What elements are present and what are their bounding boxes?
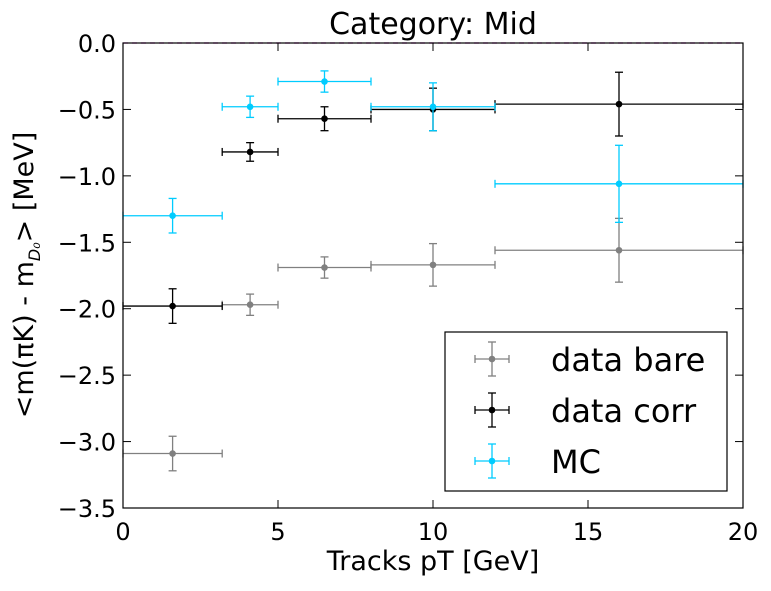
data-point <box>494 71 744 137</box>
point-marker <box>169 212 176 220</box>
x-tick-label: 10 <box>418 518 449 546</box>
point-marker <box>321 78 328 85</box>
data-point <box>494 144 744 224</box>
data-point <box>277 70 372 93</box>
data-point <box>221 141 279 162</box>
point-marker <box>246 103 254 111</box>
data-point <box>370 242 496 287</box>
series-mc <box>122 70 744 234</box>
legend-marker-dot <box>488 355 496 363</box>
y-tick-label: −2.0 <box>58 296 116 324</box>
point-marker <box>429 103 437 111</box>
chart-title: Category: Mid <box>329 7 537 42</box>
point-marker <box>615 180 623 188</box>
y-axis-label-subscript: D₀ <box>25 242 44 261</box>
y-axis-label: <m(πK) - mD₀> [MeV] <box>9 132 44 419</box>
data-point <box>221 95 279 119</box>
point-marker <box>321 115 328 123</box>
point-marker <box>615 246 623 254</box>
legend-entry: data bare <box>474 341 705 379</box>
data-point <box>221 293 279 317</box>
y-axis-label-main: <m(πK) - m <box>9 261 40 418</box>
point-marker <box>615 100 623 108</box>
data-point <box>122 288 223 324</box>
x-tick-label: 0 <box>115 518 130 546</box>
y-tick-label: −3.5 <box>58 495 116 523</box>
legend-label: data bare <box>551 341 705 379</box>
y-tick-label: 0.0 <box>78 30 116 58</box>
y-tick-label: −3.0 <box>58 429 116 457</box>
data-point <box>277 106 372 132</box>
data-point <box>122 435 223 472</box>
data-point <box>277 256 372 279</box>
point-marker <box>321 264 328 271</box>
legend-entry: MC <box>474 443 601 481</box>
legend-label: data corr <box>551 392 697 430</box>
legend-marker-dot <box>488 406 496 414</box>
y-axis-label-tail: > [MeV] <box>9 132 40 243</box>
point-marker <box>246 301 254 309</box>
y-tick-label: −1.5 <box>58 229 116 257</box>
point-marker <box>429 261 437 269</box>
x-tick-label: 20 <box>728 518 759 546</box>
plot-area <box>122 42 744 472</box>
point-marker <box>169 302 176 310</box>
axis-ticks: 0 5 10 15 20 0.0 −0.5 −1.0 −1.5 −2.0 −2.5 −3.0 −3.5 <box>58 30 759 546</box>
legend: data bare data corr MC <box>444 331 728 492</box>
y-tick-label: −0.5 <box>58 96 116 124</box>
x-tick-label: 5 <box>270 518 285 546</box>
data-point <box>122 197 223 234</box>
data-point <box>494 217 744 283</box>
legend-marker-dot <box>488 457 496 465</box>
data-point <box>370 82 496 132</box>
point-marker <box>169 450 176 457</box>
legend-entry: data corr <box>474 392 697 430</box>
x-tick-label: 15 <box>573 518 604 546</box>
y-tick-label: −2.5 <box>58 362 116 390</box>
x-axis-label: Tracks pT [GeV] <box>326 546 540 577</box>
legend-label: MC <box>551 443 601 481</box>
point-marker <box>246 148 254 156</box>
y-tick-label: −1.0 <box>58 163 116 191</box>
